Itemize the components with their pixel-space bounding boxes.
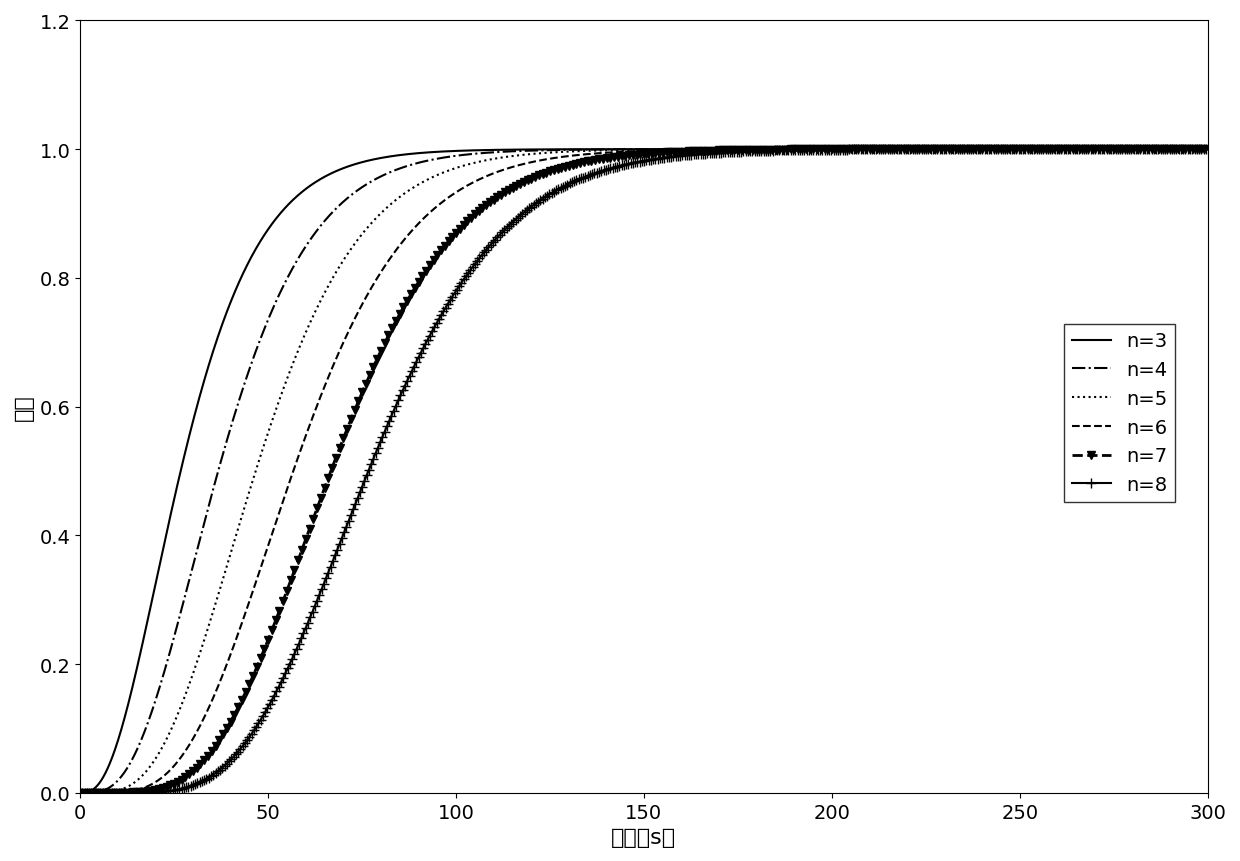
n=5 [73,788,88,798]
n=4 [1200,145,1215,155]
n=4 [554,146,569,156]
n=3 [201,361,216,371]
n=4 [201,501,216,511]
n=3 [73,788,88,798]
n=4 [73,788,88,798]
n=5 [554,147,569,158]
n=8 [268,688,283,698]
Legend: n=3, n=4, n=5, n=6, n=7, n=8: n=3, n=4, n=5, n=6, n=7, n=8 [1064,325,1176,502]
n=7 [268,616,283,626]
n=7 [73,788,88,798]
n=8 [1178,145,1193,155]
n=8 [201,772,216,783]
n=6 [201,703,216,713]
n=7 [1056,145,1071,155]
Line: n=3: n=3 [81,150,1208,793]
n=5 [505,152,520,162]
n=8 [505,218,520,228]
n=5 [201,621,216,631]
n=6 [268,518,283,529]
n=7 [1178,145,1193,155]
n=7 [554,164,569,174]
n=4 [268,298,283,308]
n=8 [1200,145,1215,155]
n=8 [1056,145,1071,155]
Line: n=4: n=4 [81,150,1208,793]
n=7 [505,183,520,194]
n=4 [1056,145,1071,155]
n=4 [505,147,520,158]
n=8 [554,183,569,194]
Line: n=8: n=8 [76,146,1213,798]
Line: n=7: n=7 [76,146,1211,797]
n=5 [1178,145,1193,155]
n=8 [73,788,88,798]
n=6 [505,163,520,173]
n=6 [1200,145,1215,155]
Line: n=6: n=6 [81,150,1208,793]
n=3 [505,146,520,156]
n=7 [1200,145,1215,155]
n=3 [268,214,283,225]
n=6 [554,152,569,163]
Y-axis label: 振幅: 振幅 [14,393,33,420]
n=3 [1056,145,1071,155]
n=3 [1200,145,1215,155]
n=5 [1200,145,1215,155]
n=5 [268,406,283,416]
Line: n=5: n=5 [81,150,1208,793]
n=3 [554,145,569,155]
n=3 [1178,145,1193,155]
n=6 [1056,145,1071,155]
n=7 [201,750,216,760]
n=6 [1178,145,1193,155]
n=4 [1178,145,1193,155]
n=5 [1056,145,1071,155]
X-axis label: 时间（s）: 时间（s） [611,827,677,847]
n=6 [73,788,88,798]
